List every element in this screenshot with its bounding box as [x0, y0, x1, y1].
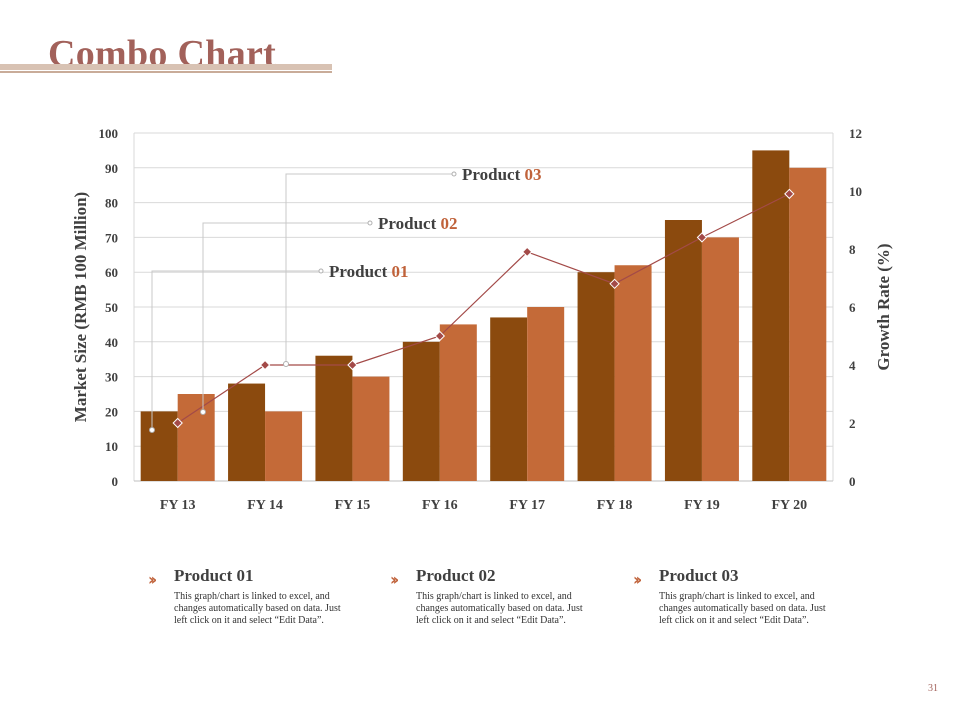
- title-underline: [0, 64, 332, 70]
- marker-product-03: [784, 188, 795, 200]
- bar-product-01: [664, 220, 702, 481]
- callout-number: 02: [441, 214, 458, 233]
- y-axis-title: Market Size (RMB 100 Million): [71, 192, 90, 422]
- callout-end: [318, 268, 324, 274]
- bar-product-02: [701, 237, 739, 481]
- bar-product-02: [789, 167, 827, 482]
- y-tick-label: 0: [112, 474, 119, 489]
- marker-product-03: [696, 232, 708, 243]
- y-tick-label: 10: [105, 439, 118, 454]
- description-text: This graph/chart is linked to excel, and…: [174, 591, 341, 626]
- y2-tick-label: 8: [849, 242, 856, 257]
- callout-number: 01: [392, 262, 409, 281]
- callout-label: Product 02: [378, 214, 458, 233]
- page-number: 31: [928, 683, 938, 694]
- bar-product-02: [352, 376, 390, 481]
- callout-anchor: [149, 427, 155, 433]
- bar-product-01: [140, 411, 178, 481]
- callout-number: 03: [525, 165, 542, 184]
- x-tick-label: FY 13: [160, 498, 196, 513]
- x-tick-label: FY 17: [509, 498, 545, 513]
- double-chevron-icon: ››: [633, 570, 642, 589]
- callout-anchor: [283, 361, 289, 367]
- marker-product-03: [609, 278, 620, 290]
- y2-tick-label: 4: [849, 358, 856, 373]
- callout-word: Product: [462, 165, 525, 184]
- x-tick-label: FY 19: [684, 498, 720, 513]
- bar-product-01: [315, 355, 353, 481]
- bar-product-02: [527, 307, 565, 481]
- bar-product-01: [402, 341, 440, 481]
- description-title: Product 03: [659, 566, 739, 585]
- y2-tick-label: 10: [849, 184, 862, 199]
- y-tick-label: 80: [105, 196, 118, 211]
- x-tick-label: FY 16: [422, 498, 458, 513]
- y-tick-label: 100: [99, 126, 119, 141]
- y-tick-label: 20: [105, 404, 118, 419]
- description-title: Product 02: [416, 566, 496, 585]
- callout-label: Product 01: [329, 262, 409, 281]
- marker-product-03: [347, 359, 358, 371]
- y-tick-label: 50: [105, 300, 118, 315]
- description-text: This graph/chart is linked to excel, and…: [416, 591, 583, 626]
- x-tick-label: FY 15: [335, 498, 371, 513]
- y2-tick-label: 2: [849, 416, 856, 431]
- callout-end: [367, 220, 373, 226]
- callout-line: [202, 222, 370, 412]
- description-text: This graph/chart is linked to excel, and…: [659, 591, 826, 626]
- y2-axis-title: Growth Rate (%): [874, 243, 893, 370]
- bar-product-01: [752, 150, 790, 481]
- callout-end: [451, 171, 457, 177]
- line-product-03: [177, 193, 790, 424]
- y2-tick-label: 12: [849, 126, 862, 141]
- bar-product-01: [577, 272, 615, 481]
- callout-label: Product 03: [462, 165, 542, 184]
- marker-product-03: [521, 246, 533, 258]
- callout-word: Product: [378, 214, 441, 233]
- marker-product-03: [172, 417, 183, 429]
- title-underline-thin: [0, 71, 332, 73]
- bar-product-02: [265, 411, 303, 481]
- callout-line: [151, 270, 321, 430]
- description-title: Product 01: [174, 566, 254, 585]
- double-chevron-icon: ››: [148, 570, 157, 589]
- callout-line: [285, 173, 454, 364]
- y2-tick-label: 0: [849, 474, 856, 489]
- y-tick-label: 40: [105, 335, 118, 350]
- callout-anchor: [200, 409, 206, 415]
- callout-word: Product: [329, 262, 392, 281]
- y-tick-label: 60: [105, 265, 118, 280]
- x-tick-label: FY 20: [771, 498, 807, 513]
- marker-product-03: [259, 359, 271, 371]
- y-tick-label: 70: [105, 230, 118, 245]
- marker-product-03: [434, 330, 446, 342]
- bar-product-01: [228, 383, 266, 481]
- double-chevron-icon: ››: [390, 570, 399, 589]
- y-tick-label: 30: [105, 370, 118, 385]
- x-tick-label: FY 14: [247, 498, 283, 513]
- y2-tick-label: 6: [849, 300, 856, 315]
- x-tick-label: FY 18: [597, 498, 633, 513]
- bar-product-02: [614, 265, 652, 481]
- y-tick-label: 90: [105, 161, 118, 176]
- bar-product-02: [177, 394, 215, 481]
- bar-product-02: [439, 324, 477, 481]
- bar-product-01: [490, 317, 528, 481]
